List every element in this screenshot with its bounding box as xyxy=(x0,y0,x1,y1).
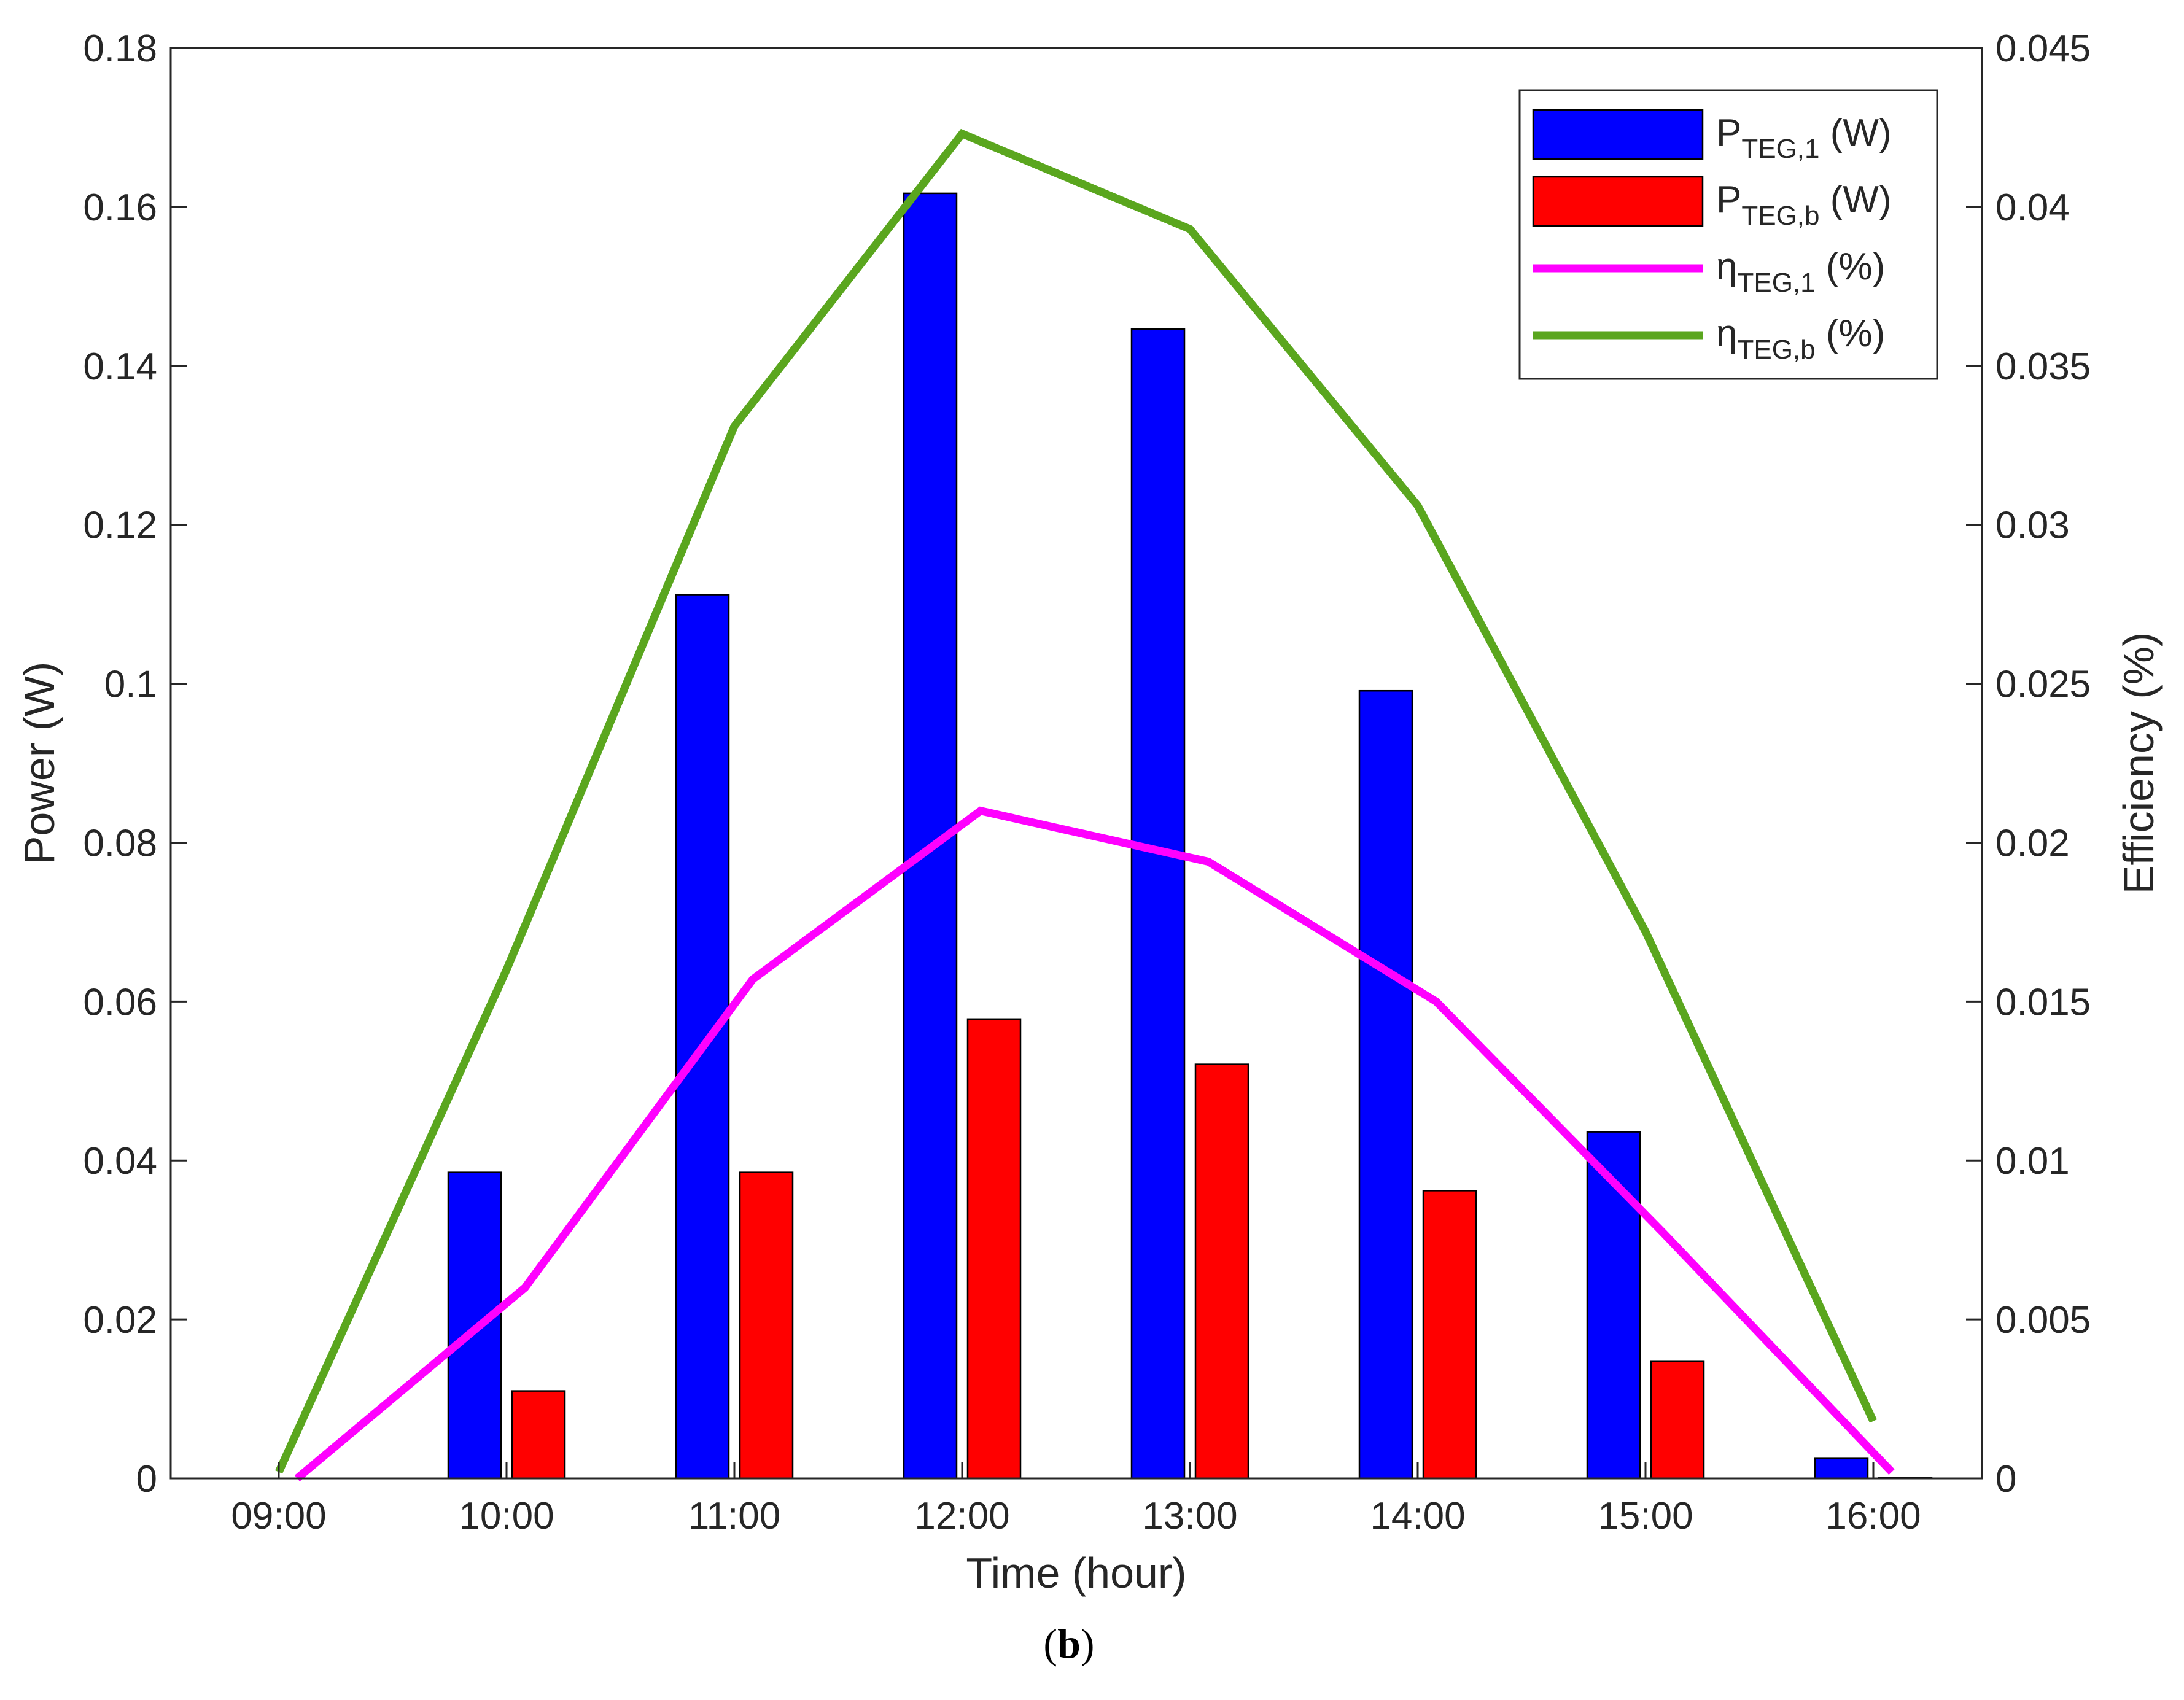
legend-label-sub: TEG,b xyxy=(1741,201,1819,231)
left-tick-label: 0 xyxy=(136,1458,157,1500)
legend-label-main: P xyxy=(1716,112,1741,154)
line-series-1 xyxy=(294,806,1895,1481)
bar-2-15:00 xyxy=(1650,1360,1705,1480)
legend-label: PTEG,1 (W) xyxy=(1716,112,1892,164)
bar-2-14:00 xyxy=(1422,1190,1477,1480)
legend-label: ηTEG,b (%) xyxy=(1716,312,1885,365)
x-tick-label: 12:00 xyxy=(914,1495,1009,1537)
legend-label-main: η xyxy=(1716,312,1737,355)
bar-series-1 xyxy=(447,192,1869,1480)
line-series-2 xyxy=(275,128,1877,1474)
left-tick-label: 0.16 xyxy=(83,187,157,229)
bar-2-10:00 xyxy=(511,1390,566,1480)
left-tick-label: 0.04 xyxy=(83,1140,157,1182)
caption-open: ( xyxy=(1043,1620,1057,1667)
y-axis-label-left: Power (W) xyxy=(15,662,63,865)
bar-series-2 xyxy=(511,1018,1933,1480)
legend-label: ηTEG,1 (%) xyxy=(1716,246,1885,298)
legend-label-unit: (%) xyxy=(1816,246,1886,288)
figure-caption: (b) xyxy=(1043,1620,1094,1667)
y-axis-label-right: Efficiency (%) xyxy=(2115,632,2163,895)
bar-2-11:00 xyxy=(739,1171,794,1480)
bar-2-12:00 xyxy=(966,1018,1022,1480)
legend-label: PTEG,b (W) xyxy=(1716,179,1892,231)
right-tick-label: 0.025 xyxy=(1996,664,2091,706)
right-tick-label: 0.045 xyxy=(1996,28,2091,70)
legend-label-sub: TEG,1 xyxy=(1737,268,1815,298)
right-tick-label: 0.005 xyxy=(1996,1299,2091,1341)
caption-label: b xyxy=(1057,1620,1081,1667)
bar-1-14:00 xyxy=(1358,689,1413,1480)
right-tick-label: 0.02 xyxy=(1996,822,2070,864)
legend-label-sub: TEG,b xyxy=(1737,335,1815,365)
legend-label-main: P xyxy=(1716,179,1741,221)
bar-1-13:00 xyxy=(1130,328,1186,1480)
axes-frame xyxy=(169,47,1983,1480)
left-tick-label: 0.14 xyxy=(83,346,157,388)
x-tick-label: 15:00 xyxy=(1598,1495,1693,1537)
x-tick-label: 16:00 xyxy=(1825,1495,1921,1537)
legend-label-unit: (W) xyxy=(1820,112,1892,154)
legend-swatch-bar xyxy=(1532,176,1704,227)
bar-1-11:00 xyxy=(675,594,730,1480)
left-tick-label: 0.06 xyxy=(83,981,157,1023)
x-tick-label: 13:00 xyxy=(1142,1495,1237,1537)
right-tick-label: 0.03 xyxy=(1996,505,2070,547)
legend-label-unit: (%) xyxy=(1816,312,1886,355)
right-tick-label: 0.035 xyxy=(1996,346,2091,388)
legend-label-unit: (W) xyxy=(1820,179,1892,221)
bar-1-16:00 xyxy=(1814,1457,1869,1480)
right-tick-label: 0.04 xyxy=(1996,187,2070,229)
legend-label-sub: TEG,1 xyxy=(1741,134,1819,164)
bar-2-13:00 xyxy=(1194,1063,1249,1480)
x-tick-label: 10:00 xyxy=(459,1495,554,1537)
caption-close: ) xyxy=(1081,1620,1095,1667)
right-tick-label: 0.015 xyxy=(1996,981,2091,1023)
right-tick-label: 0.01 xyxy=(1996,1140,2070,1182)
right-tick-label: 0 xyxy=(1996,1458,2016,1500)
x-axis-label: Time (hour) xyxy=(966,1549,1186,1597)
left-tick-label: 0.08 xyxy=(83,822,157,864)
legend-label-main: η xyxy=(1716,246,1737,288)
x-tick-label: 11:00 xyxy=(688,1495,781,1537)
left-tick-label: 0.1 xyxy=(104,664,157,706)
left-tick-label: 0.02 xyxy=(83,1299,157,1341)
left-tick-label: 0.18 xyxy=(83,28,157,70)
legend-swatch-bar xyxy=(1532,109,1704,160)
x-tick-label: 14:00 xyxy=(1370,1495,1465,1537)
x-tick-label: 09:00 xyxy=(231,1495,326,1537)
left-tick-label: 0.12 xyxy=(83,505,157,547)
